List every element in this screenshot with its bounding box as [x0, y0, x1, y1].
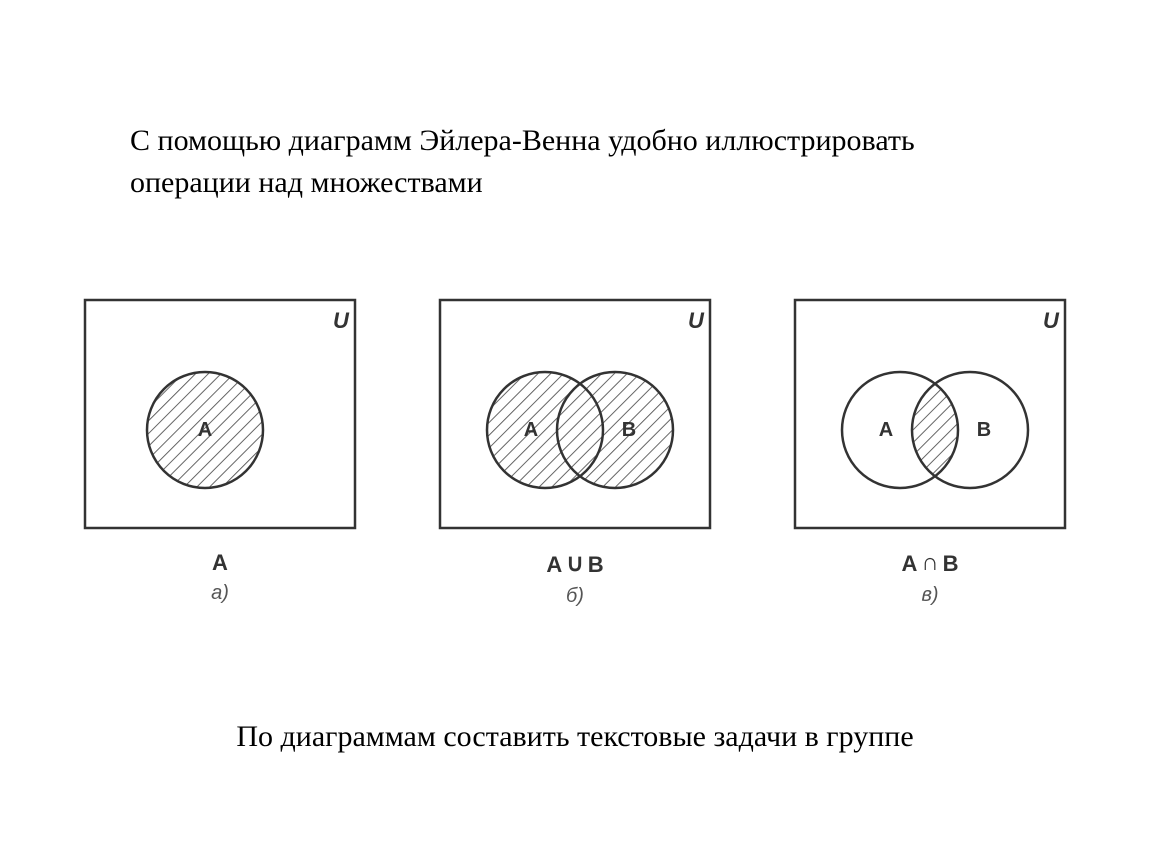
formula-c-a: А [901, 551, 917, 577]
venn-c: U А В [785, 290, 1075, 538]
panel-letter-b: б) [566, 585, 584, 608]
formula-b: А ∪ В [546, 550, 603, 579]
diagram-panel-a: U А А а) [75, 290, 365, 608]
heading-text: С помощью диаграмм Эйлера-Венна удобно и… [130, 120, 930, 204]
formula-c: А ∩ В [901, 550, 958, 578]
circle-b-b-label: В [622, 419, 636, 441]
circle-b-a-label: А [524, 419, 538, 441]
diagram-panel-b: U А В А ∪ В б) [430, 290, 720, 608]
formula-b-a: А [546, 552, 562, 578]
universe-label-c: U [1043, 308, 1060, 333]
diagrams-row: U А А а) [75, 290, 1075, 608]
union-symbol: ∪ [566, 549, 584, 578]
circle-c-b-label: В [977, 419, 991, 441]
formula-a: А [212, 550, 228, 576]
panel-letter-c: в) [921, 584, 938, 607]
footer-text: По диаграммам составить текстовые задачи… [0, 720, 1150, 754]
circle-a-label: А [198, 419, 212, 441]
circle-c-a-label: А [879, 419, 893, 441]
formula-b-b: В [588, 552, 604, 578]
venn-b: U А В [430, 290, 720, 538]
venn-a: U А [75, 290, 365, 538]
intersection-symbol: ∩ [921, 549, 938, 577]
panel-letter-a: а) [211, 582, 229, 605]
formula-c-b: В [943, 551, 959, 577]
universe-label-a: U [333, 308, 350, 333]
formula-a-text: А [212, 550, 228, 576]
diagram-panel-c: U А В А ∩ В в) [785, 290, 1075, 608]
